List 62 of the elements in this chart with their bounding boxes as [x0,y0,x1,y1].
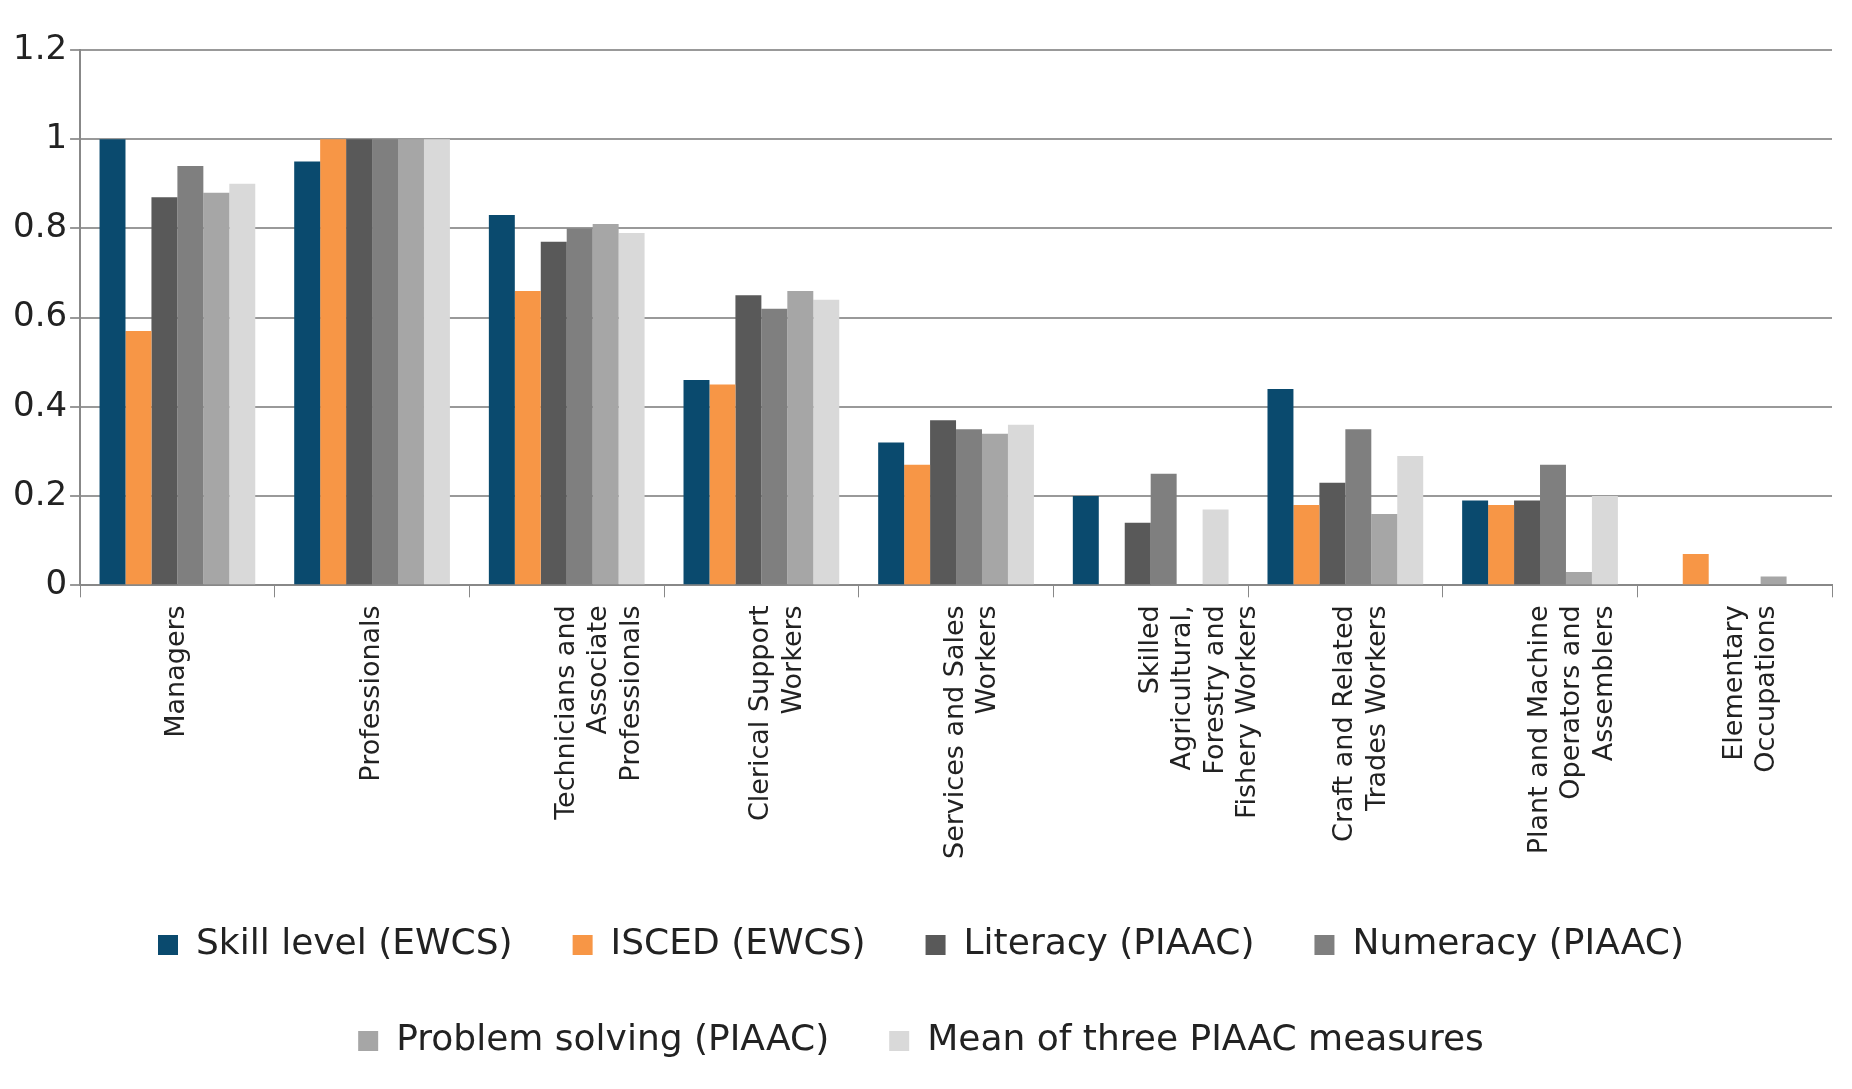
bar [1072,496,1099,585]
y-tick-label: 0.6 [12,294,68,335]
bar [1462,500,1489,585]
legend-label: Numeracy (PIAAC) [1352,921,1684,963]
bar [1565,571,1592,585]
bar [229,183,256,585]
x-tick-label: Elementary Occupations [1716,605,1781,773]
bar [683,380,710,585]
bar [735,295,762,585]
bar [1293,505,1320,585]
bar [540,241,567,585]
bar [125,331,152,585]
bar [1591,496,1618,585]
bar [320,139,347,585]
bar [1267,389,1294,585]
bar [618,232,645,585]
legend-label: Problem solving (PIAAC) [396,1017,830,1059]
bar [423,139,450,585]
x-tick-label: Clerical Support Workers [743,605,807,822]
bar [294,161,321,585]
bar [787,290,814,585]
bar [346,139,373,585]
x-tick-label: Services and Sales Workers [938,605,1002,860]
bar [1514,500,1541,585]
bar [1202,509,1229,585]
x-tick-label: Technicians and Associate Professionals [548,605,645,821]
legend-label: ISCED (EWCS) [610,921,866,963]
x-tick-label: Plant and Machine Operators and Assemblers [1522,605,1618,855]
bar [514,290,541,585]
bar [878,442,905,585]
bar [930,420,957,585]
bar [1124,522,1151,585]
legend-label: Mean of three PIAAC measures [927,1017,1484,1059]
bar [1319,482,1346,585]
bar [488,215,515,585]
bar [1682,554,1709,585]
bar [1760,576,1787,585]
y-tick-label: 0 [45,562,68,603]
legend-label: Literacy (PIAAC) [963,921,1255,963]
bar [813,299,840,585]
legend-label: Skill level (EWCS) [196,921,513,963]
bar [1371,513,1398,585]
x-tick-label: Craft and Related Trades Workers [1327,605,1391,842]
bar [1488,505,1515,585]
x-tick-label: Managers [159,605,191,738]
y-tick-label: 0.8 [12,205,68,246]
bar [981,433,1008,585]
bar [151,197,178,585]
bar [709,384,736,585]
y-tick-label: 1 [45,116,68,157]
bar [904,464,931,585]
x-tick-label: Professionals [354,605,386,782]
bar [1007,424,1034,585]
x-tick-label: Skilled Agricultural, Forestry and Fishery Workers [1132,605,1261,820]
bar [592,223,619,585]
bar [398,139,424,585]
y-tick-label: 0.2 [12,472,68,513]
bar [1397,455,1424,585]
bar [203,192,230,585]
bar [99,139,126,585]
y-tick-label: 0.4 [12,383,68,424]
y-tick-label: 1.2 [12,26,68,67]
